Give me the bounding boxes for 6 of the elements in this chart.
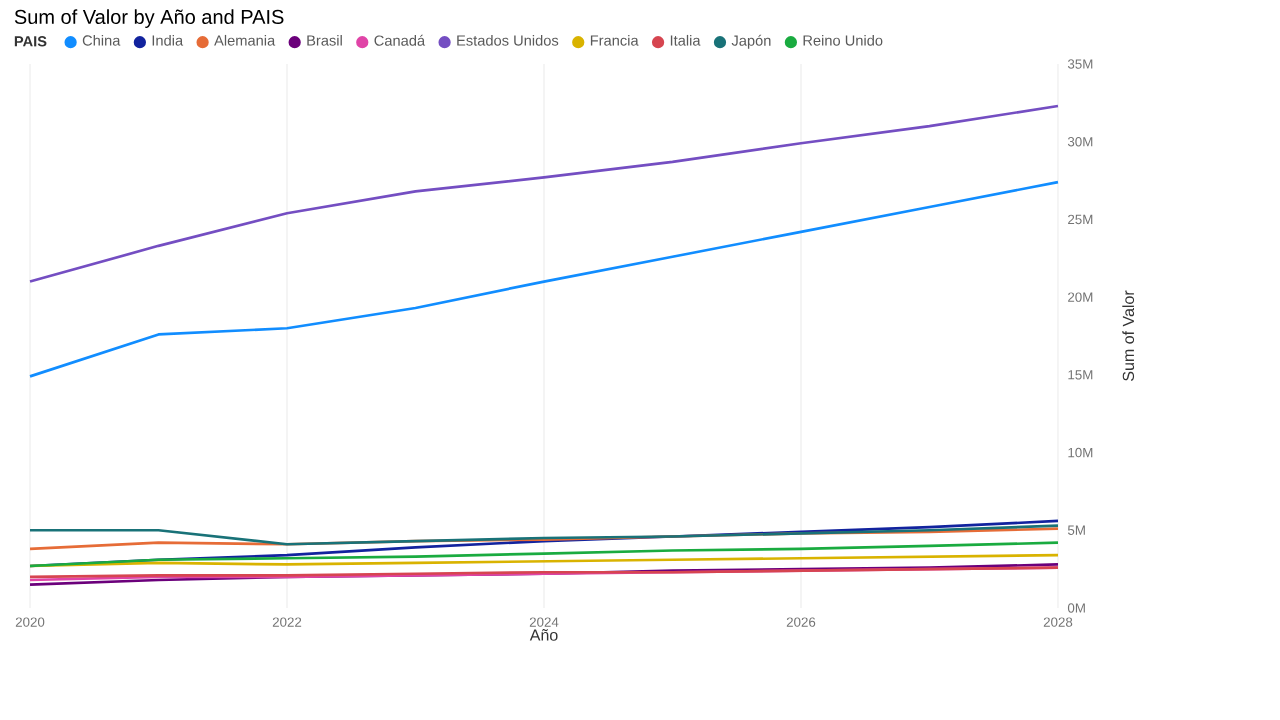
line-series: [28, 104, 1060, 283]
y-axis-title: Sum of Valor: [1122, 290, 1135, 381]
chart-title: Sum of Valor by Año and PAIS: [14, 9, 284, 28]
line-series: [28, 541, 1060, 568]
line-series: [28, 180, 1060, 378]
x-axis-title: Año: [529, 629, 558, 641]
